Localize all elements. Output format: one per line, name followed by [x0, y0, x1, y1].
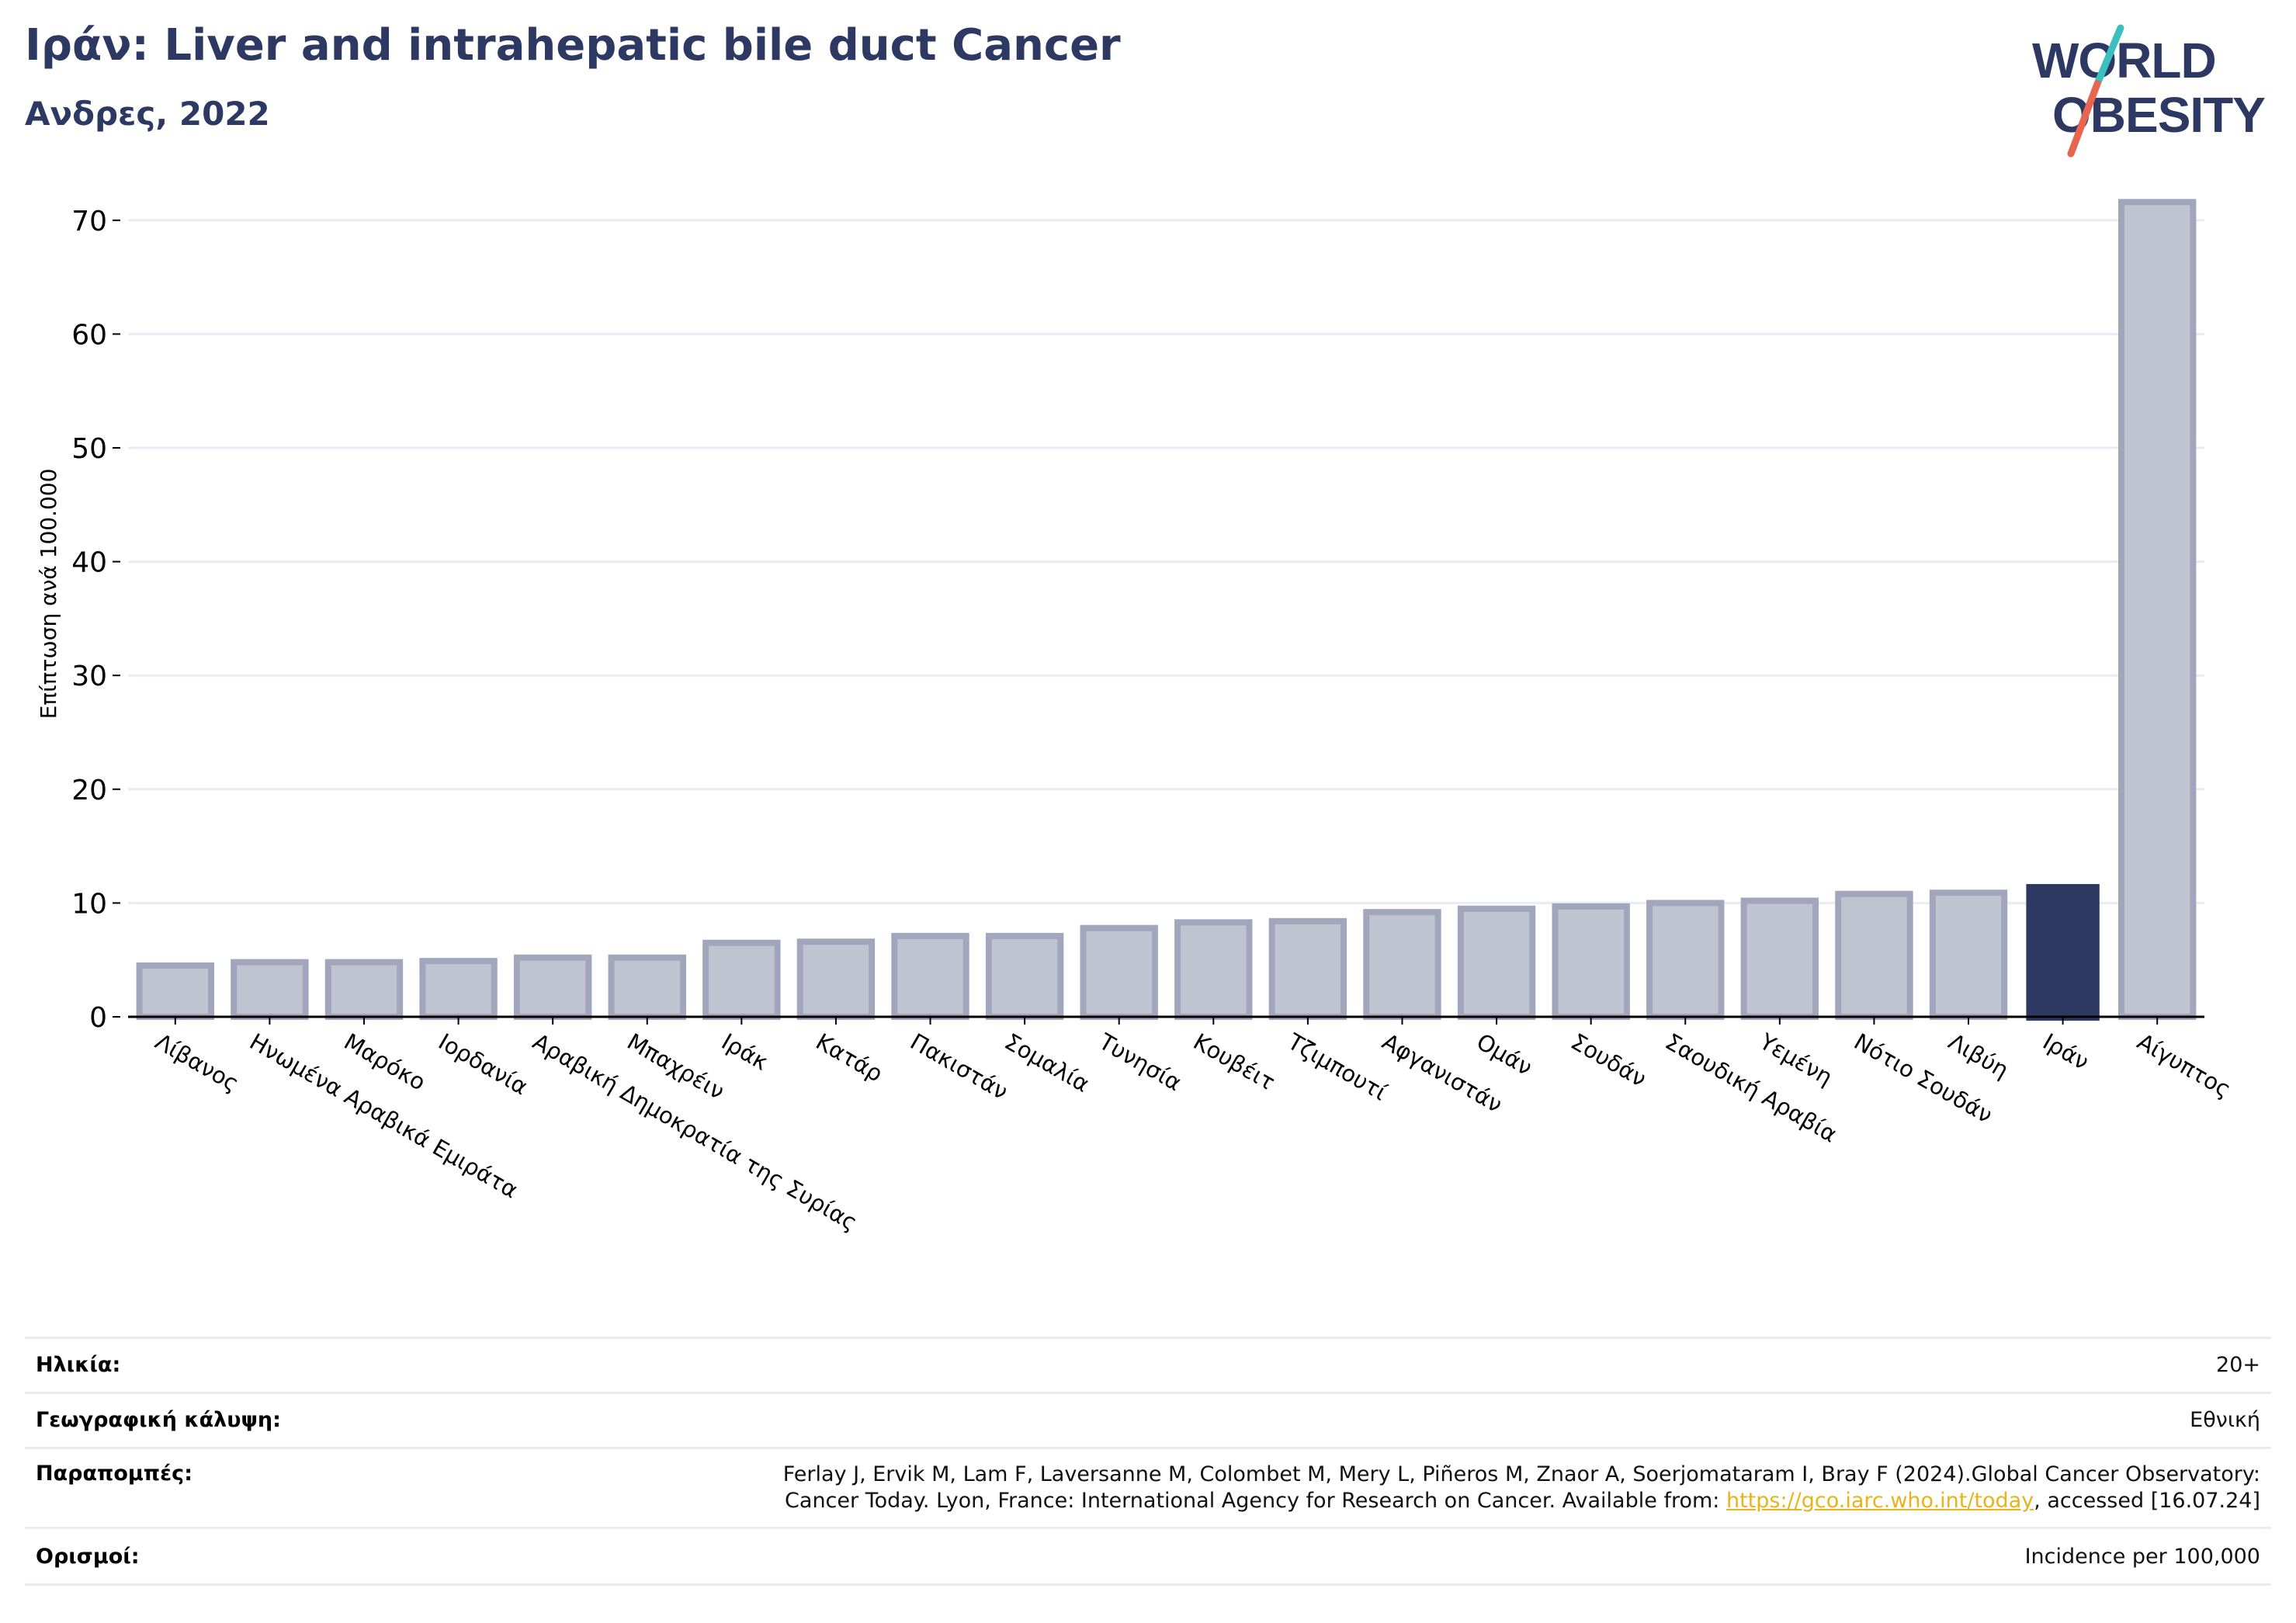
bar [513, 954, 592, 1020]
x-tick-label: Σαουδική Αραβία [1661, 1028, 1842, 1148]
bar-chart: 0 10 20 30 40 50 60 70 Λίβανος Ηνωμένα Αραβικά Ε… [36, 199, 2235, 1236]
bar [1552, 903, 1630, 1020]
references-line2-suffix: , accessed [16.07.24] [2034, 1489, 2260, 1513]
meta-row-references: Παραπομπές: Ferlay J, Ervik M, Lam F, La… [25, 1449, 2271, 1529]
x-tick-label: Αίγυπτος [2133, 1028, 2235, 1103]
age-value: 20+ [2216, 1353, 2260, 1377]
metadata-table: Ηλικία: 20+ Γεωγραφική κάλυψη: Εθνική Πα… [25, 1337, 2271, 1586]
meta-row-age: Ηλικία: 20+ [25, 1339, 2271, 1394]
references-link[interactable]: https://gco.iarc.who.int/today [1725, 1489, 2034, 1513]
coverage-value: Εθνική [2190, 1408, 2260, 1432]
y-axis-label: Επίπτωση ανά 100.000 [36, 469, 61, 720]
grid-lines [128, 219, 2204, 904]
bar [796, 938, 876, 1021]
y-tick-label: 70 [71, 206, 107, 238]
definitions-value: Incidence per 100,000 [2024, 1545, 2260, 1569]
bar [1835, 890, 1913, 1020]
bar [1740, 897, 1819, 1021]
x-tick-label: Ιορδανία [434, 1028, 532, 1101]
logo-slash-top [2093, 24, 2124, 88]
bar [1457, 905, 1536, 1020]
bar [1929, 890, 2008, 1021]
x-tick-label: Αραβική Δημοκρατία της Συρίας [529, 1028, 862, 1236]
x-tick-label: Ιράν [2038, 1028, 2093, 1076]
y-tick-label: 30 [71, 661, 107, 692]
coverage-label: Γεωγραφική κάλυψη: [36, 1408, 281, 1432]
y-tick-labels: 0 10 20 30 40 50 60 70 [71, 206, 120, 1034]
bars [136, 199, 2197, 1021]
x-tick-label: Σομαλία [1001, 1028, 1094, 1098]
references-line1: Ferlay J, Ervik M, Lam F, Laversanne M, … [782, 1462, 2260, 1486]
references-value: Ferlay J, Ervik M, Lam F, Laversanne M, … [783, 1462, 2260, 1514]
references-line2: Cancer Today. Lyon, France: Internationa… [783, 1488, 2260, 1514]
bar [419, 958, 498, 1021]
bar [891, 932, 969, 1020]
bar [1363, 909, 1441, 1021]
x-tick-label: Κουβέιτ [1189, 1028, 1280, 1096]
y-tick-label: 40 [71, 547, 107, 579]
definitions-label: Ορισμοί: [36, 1545, 140, 1569]
x-tick-label: Ομάν [1472, 1028, 1537, 1081]
bar [324, 959, 404, 1020]
age-label: Ηλικία: [36, 1353, 121, 1377]
bar [2118, 199, 2197, 1020]
page-title: Ιράν: Liver and intrahepatic bile duct C… [25, 20, 1121, 71]
logo-slash-bottom [2067, 80, 2101, 158]
x-tick-label: Πακιστάν [906, 1028, 1012, 1105]
x-tick-label: Κατάρ [811, 1028, 887, 1087]
y-tick-label: 60 [71, 319, 107, 351]
meta-row-coverage: Γεωγραφική κάλυψη: Εθνική [25, 1394, 2271, 1449]
x-tick-label: Λιβύη [1944, 1028, 2013, 1084]
bar [1080, 924, 1158, 1020]
bar [136, 962, 214, 1021]
y-tick-label: 20 [71, 775, 107, 806]
bar [231, 959, 309, 1020]
x-tick-label: Σουδάν [1566, 1028, 1651, 1092]
logo-line1: WORLD [2032, 33, 2216, 88]
y-tick-label: 50 [71, 433, 107, 465]
x-tick-label: Τυνησία [1094, 1028, 1186, 1096]
bar [608, 954, 686, 1020]
bar [2026, 883, 2100, 1021]
bar [1646, 900, 1725, 1021]
world-obesity-logo: WORLD OBESITY [2032, 24, 2266, 158]
references-line2-prefix: Cancer Today. Lyon, France: Internationa… [785, 1489, 1726, 1513]
y-tick-label: 0 [89, 1002, 107, 1034]
bar [1268, 917, 1347, 1020]
x-tick-label: Λίβανος [151, 1028, 243, 1098]
references-label: Παραπομπές: [36, 1462, 192, 1486]
y-tick-label: 10 [71, 888, 107, 920]
x-tick-label: Ιράκ [717, 1028, 773, 1076]
bar [1174, 919, 1253, 1021]
bar [985, 932, 1064, 1020]
x-tick-label: Τζιμπουτί [1283, 1028, 1392, 1106]
bar [702, 939, 781, 1020]
page-subtitle: Ανδρες, 2022 [25, 95, 270, 133]
meta-row-definitions: Ορισμοί: Incidence per 100,000 [25, 1529, 2271, 1586]
